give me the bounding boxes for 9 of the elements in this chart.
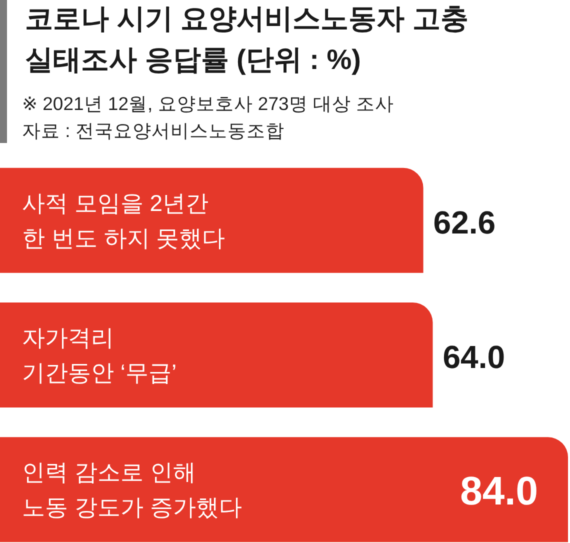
text: 자료 : 전국요양서비스노동조합: [22, 120, 284, 141]
text: ※ 2021년 12월, 요양보호사 273명 대상 조사: [22, 93, 394, 114]
y-tick-label: 인력 감소로 인해 노동 강도가 증가했다: [22, 459, 242, 520]
data-label: 84.0: [460, 470, 538, 514]
data-label: 64.0: [442, 339, 506, 375]
data-label: 62.6: [433, 204, 496, 240]
y-tick-label: 자가격리 기간동안 ‘무급’: [22, 324, 177, 386]
y-tick-label: 사적 모임을 2년간 한 번도 하지 못했다: [22, 190, 226, 251]
chart-title: 코로나 시기 요양서비스노동자 고충 실태조사 응답률 (단위 : %): [25, 3, 468, 75]
